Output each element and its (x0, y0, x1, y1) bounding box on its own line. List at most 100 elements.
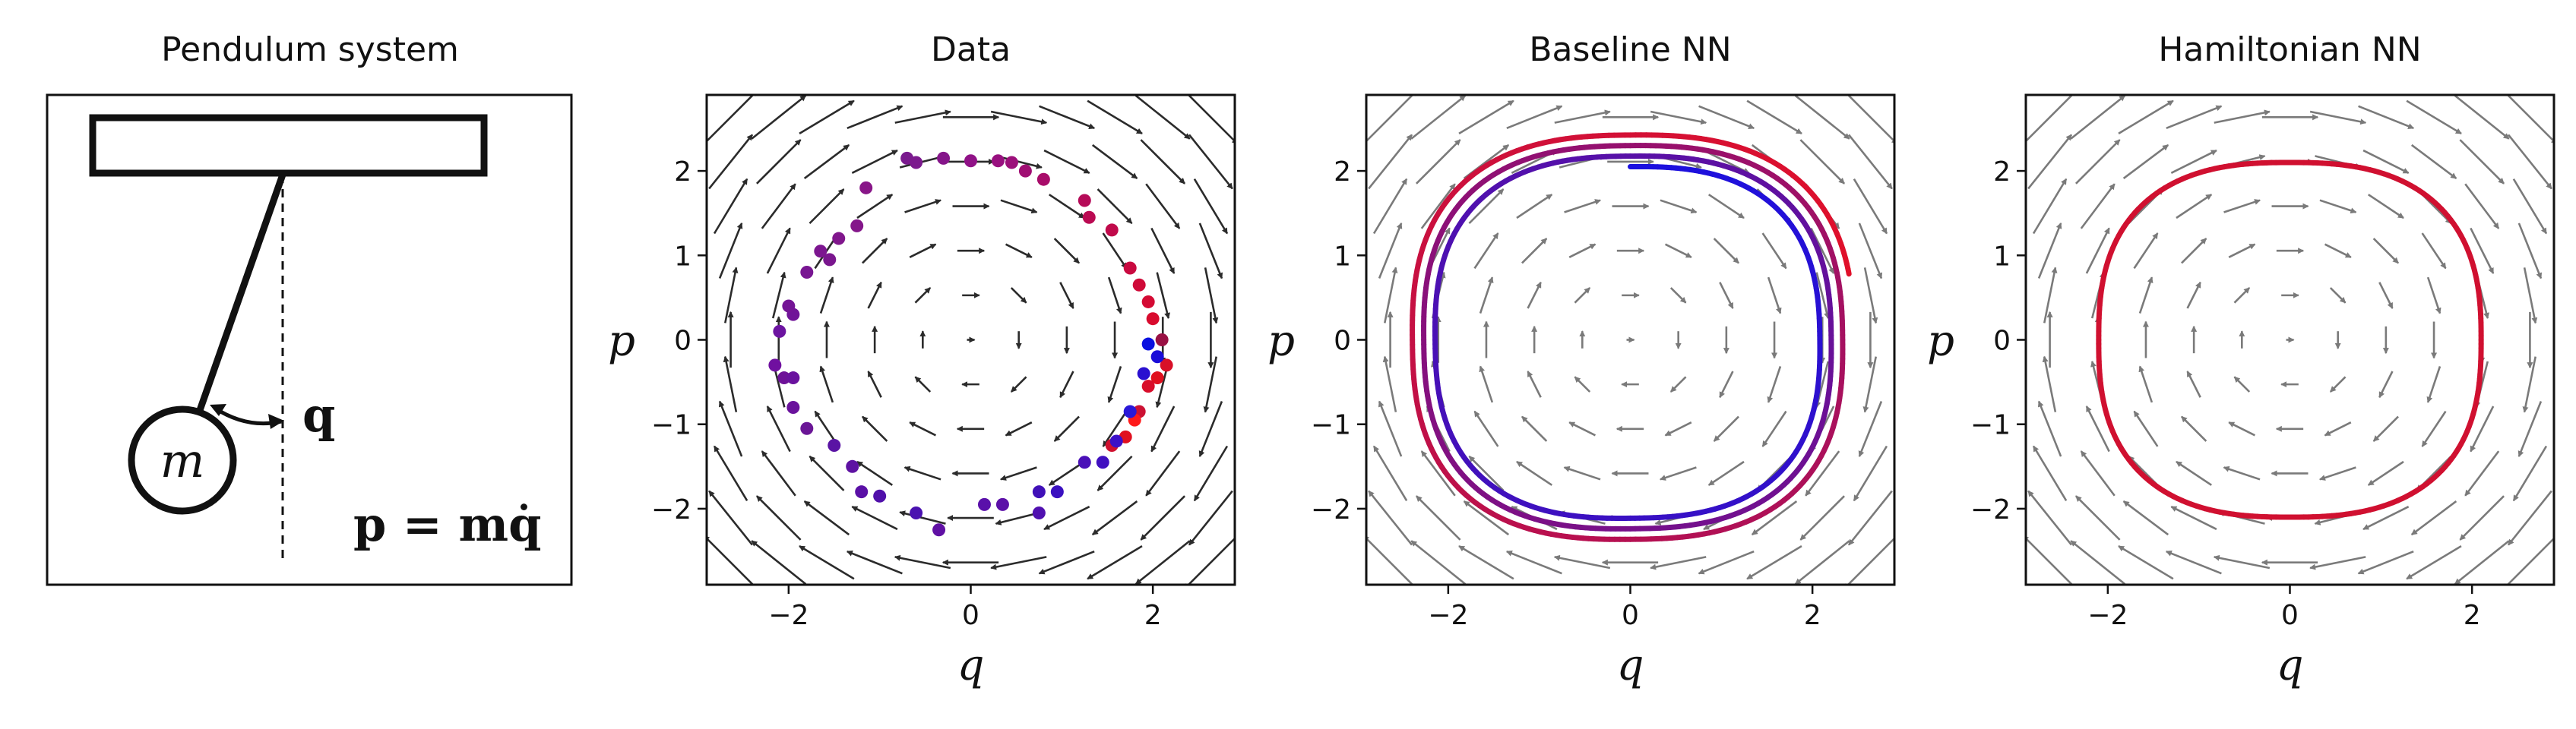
data-point (1018, 164, 1032, 178)
field-arrow (1410, 95, 1467, 140)
field-arrow (1087, 99, 1143, 134)
field-arrow (1059, 371, 1074, 399)
field-arrow (2181, 238, 2207, 264)
field-arrow (1410, 540, 1467, 585)
field-arrow (1378, 222, 1403, 279)
field-arrow (2421, 232, 2447, 270)
field-arrow (1815, 272, 1830, 319)
data-point (1082, 210, 1096, 224)
data-point (850, 219, 864, 232)
field-arrow (2085, 406, 2110, 453)
field-arrow (1366, 535, 1414, 585)
data-point (1078, 194, 1091, 207)
field-arrow (1650, 556, 1707, 570)
field-arrow (1193, 445, 1229, 502)
x-axis-label: q (2277, 641, 2304, 690)
field-arrow (2026, 535, 2074, 585)
data-point (814, 245, 828, 258)
field-arrow (2319, 199, 2357, 214)
x-axis-label: q (957, 641, 985, 690)
field-arrow (2378, 371, 2394, 399)
data-point (782, 299, 796, 313)
field-arrow (803, 144, 850, 179)
data-point (828, 439, 841, 453)
field-arrow (1505, 550, 1562, 575)
field-arrow (2138, 276, 2154, 314)
field-arrow (1043, 149, 1090, 175)
field-arrow (1010, 287, 1027, 304)
field-arrow (909, 421, 937, 437)
pendulum-panel-title: Pendulum system (161, 30, 459, 69)
data-point (1005, 156, 1018, 169)
data-point (977, 497, 991, 511)
field-arrow (1847, 95, 1894, 145)
data-point (1132, 278, 1146, 292)
field-arrow (1140, 139, 1185, 185)
field-arrow (1805, 450, 1840, 497)
y-tick-label: 2 (674, 156, 691, 188)
field-arrow (2213, 554, 2271, 570)
field-arrow (1751, 500, 1798, 536)
field-arrow (2042, 355, 2057, 412)
field-arrow (1521, 238, 1548, 264)
field-arrow (2329, 287, 2347, 304)
field-arrow (2512, 178, 2548, 235)
field-arrow (2228, 421, 2256, 437)
field-arrow (2309, 556, 2366, 570)
field-arrow (1049, 194, 1085, 219)
field-arrow (2027, 490, 2073, 546)
pendulum-support (89, 114, 488, 177)
field-arrow (2118, 545, 2174, 580)
y-tick-label: 0 (674, 326, 691, 357)
field-arrow (2324, 243, 2352, 258)
field-arrow (1188, 134, 1233, 190)
x-tick-label: 2 (1804, 600, 1821, 631)
field-arrow (851, 505, 898, 531)
field-arrow (867, 281, 882, 309)
field-arrow (1005, 421, 1033, 437)
data-point (859, 181, 873, 194)
field-arrow (2324, 421, 2352, 437)
data-point (995, 497, 1009, 511)
x-tick-label: 2 (2464, 600, 2481, 631)
field-arrow (1053, 238, 1080, 264)
field-arrow (1664, 243, 1692, 258)
field-arrow (2329, 376, 2347, 393)
field-arrow (1810, 227, 1835, 274)
y-tick-label: −2 (651, 494, 691, 525)
data-point (1096, 456, 1109, 469)
field-arrow (1458, 99, 1514, 134)
field-arrow (718, 222, 743, 279)
x-tick-label: −2 (1428, 600, 1468, 631)
field-arrow (914, 287, 932, 304)
field-arrow (1368, 134, 1413, 190)
y-tick-label: −2 (1311, 494, 1351, 525)
mass-label: m (160, 433, 205, 488)
data-point (786, 400, 800, 414)
hamiltonian-nn-panel: Hamiltonian NN −2 0 2 −2 −1 0 1 2 q p (1927, 30, 2555, 690)
field-arrow (2233, 376, 2251, 393)
trajectory-segment (1845, 266, 1852, 277)
field-arrow (1145, 450, 1181, 497)
field-arrow (851, 149, 898, 175)
field-arrow (1479, 276, 1494, 314)
field-arrow (2037, 400, 2062, 457)
field-arrow (2459, 139, 2505, 185)
field-arrow (2228, 243, 2256, 258)
field-arrow (809, 455, 845, 491)
field-arrow (2372, 238, 2399, 264)
q-label: q (302, 387, 335, 443)
field-arrow (1761, 232, 1787, 270)
data-point (832, 232, 846, 245)
field-arrow (856, 194, 894, 219)
data-point (846, 459, 859, 473)
field-arrow (1521, 415, 1548, 442)
field-arrow (2133, 410, 2159, 447)
field-arrow (2170, 149, 2217, 175)
y-tick-label: −1 (1970, 410, 2011, 441)
field-arrow (2043, 267, 2058, 323)
field-arrow (2122, 144, 2169, 179)
field-arrow (899, 510, 946, 525)
field-arrow (713, 178, 748, 235)
